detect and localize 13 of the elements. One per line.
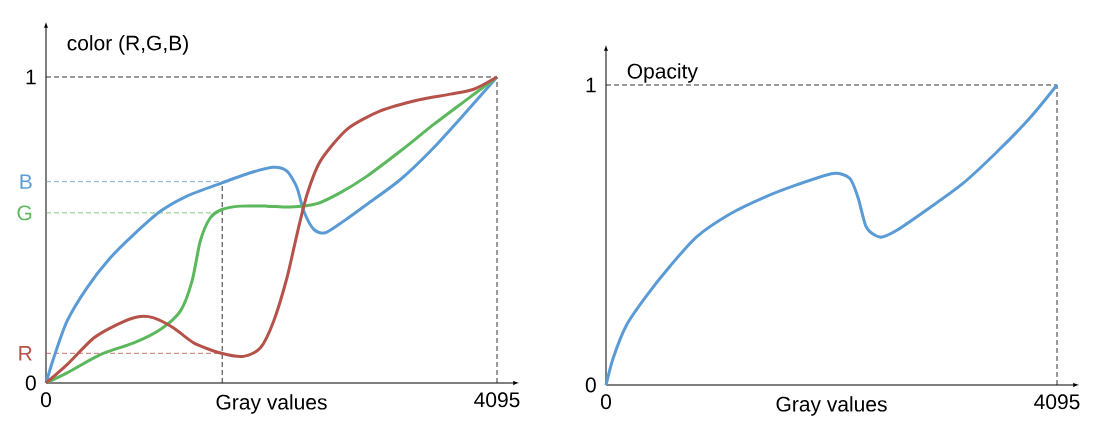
y-tick-label: 1 <box>586 77 596 93</box>
y-axis-title: color (R,G,B) <box>67 35 188 55</box>
ref-line-label: G <box>17 205 32 221</box>
x-tick-label: 4095 <box>474 392 520 408</box>
x-axis-title: Gray values <box>216 394 327 414</box>
y-axis-title: Opacity <box>627 63 698 83</box>
x-axis-title: Gray values <box>776 396 887 416</box>
ref-line-label: B <box>20 174 32 189</box>
ref-line-label: R <box>19 346 32 361</box>
x-tick-label: 0 <box>600 394 612 410</box>
x-tick-label: 0 <box>40 392 52 408</box>
x-tick-label: 4095 <box>1034 394 1080 410</box>
y-tick-label: 1 <box>26 69 36 85</box>
